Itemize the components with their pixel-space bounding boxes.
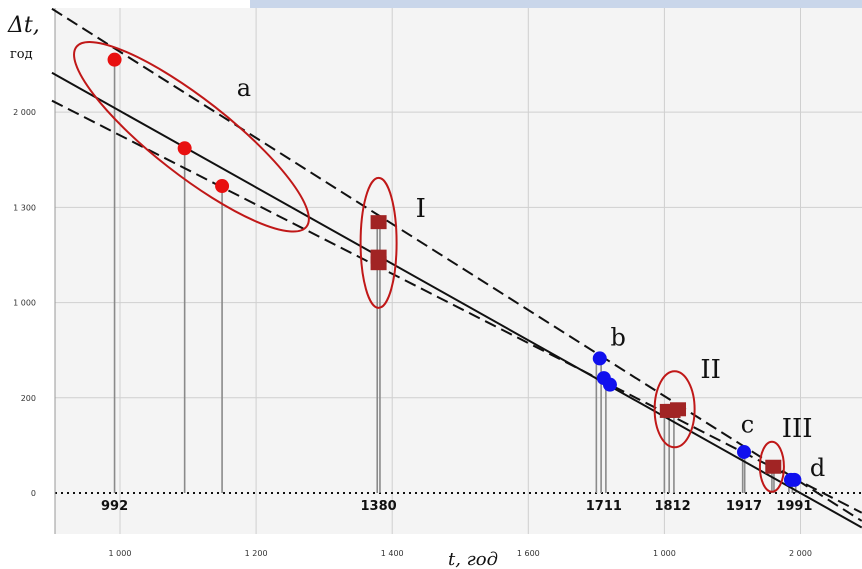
year-label: 1711 (586, 499, 622, 514)
group-ellipse (73, 41, 310, 233)
grid (54, 8, 862, 534)
x-tick-label: 1 400 (381, 549, 404, 558)
group-label: III (782, 414, 813, 444)
year-labels: 992 1380 1711 1812 1917 1991 (101, 499, 812, 514)
fit-line-dashed (51, 7, 862, 522)
group-ellipses (73, 41, 785, 493)
x-tick-label: 1 000 (109, 549, 132, 558)
data-point-square (370, 215, 387, 230)
line-label: b (610, 323, 625, 351)
fit-line-dashed (51, 99, 862, 514)
x-tick-label: 1 600 (517, 549, 540, 558)
group-label: I (416, 194, 426, 224)
data-point-circle (107, 52, 122, 67)
line-label: d (810, 454, 825, 482)
group-ellipse (758, 440, 785, 493)
y-tick-label: 0 (31, 489, 36, 498)
data-point-square (370, 256, 387, 271)
y-tick-label: 1 000 (13, 299, 36, 308)
y-tick-label: 1 300 (13, 203, 36, 212)
line-label: c (741, 410, 754, 438)
y-axis-unit: год (10, 47, 33, 62)
data-points (107, 52, 802, 487)
annotations: a Ib II c III d (237, 74, 826, 482)
year-label: 1991 (776, 499, 812, 514)
group-ellipse (653, 370, 696, 449)
y-axis-label: Δt, (7, 13, 40, 38)
x-axis-label: t, год (448, 549, 498, 569)
line-label: a (237, 74, 251, 102)
x-tick-label: 2 000 (789, 549, 812, 558)
group-label: II (700, 355, 721, 385)
year-label: 1812 (654, 499, 690, 514)
data-point-square (765, 459, 782, 474)
data-point-circle (177, 141, 192, 156)
x-tick-label: 1 200 (245, 549, 268, 558)
y-tick-label: 200 (21, 394, 36, 403)
year-label: 1380 (360, 499, 396, 514)
data-point-circle (215, 179, 230, 194)
data-point-circle (602, 377, 617, 392)
x-tick-label: 1 000 (653, 549, 676, 558)
data-point-circle (787, 472, 802, 487)
year-label: 1917 (726, 499, 762, 514)
drop-lines (113, 59, 797, 493)
tick-labels: 1 000 1 200 1 400 1 600 1 000 2 000 0 200 1 000 1… (13, 108, 812, 558)
data-point-circle (592, 351, 607, 366)
data-point-square (670, 402, 687, 417)
data-point-circle (737, 444, 752, 459)
group-ellipse (359, 176, 398, 309)
y-tick-label: 2 000 (13, 108, 36, 117)
year-label: 992 (101, 499, 128, 514)
